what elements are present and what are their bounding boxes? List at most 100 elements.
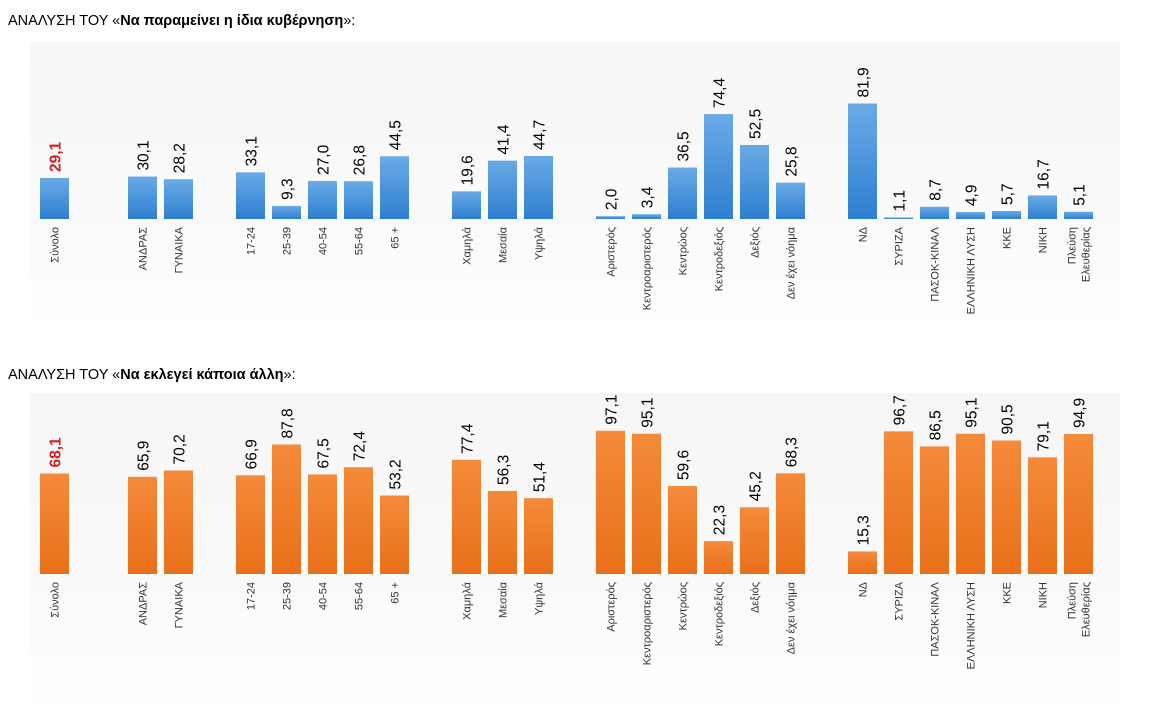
value-label-υψηλά: 44,7: [532, 120, 549, 150]
bar-σύνολο: [40, 473, 69, 574]
value-label-25-39: 9,3: [280, 178, 297, 200]
value-label-ελληνικη-λυση: 4,9: [964, 185, 981, 207]
bar-κεντροδεξιός: [704, 541, 733, 574]
value-label-νικη: 79,1: [1036, 421, 1053, 451]
value-label-χαμηλά: 19,6: [460, 155, 477, 185]
category-label-δεν-έχει-νόημα: Δεν έχει νόημα: [786, 581, 798, 654]
bar-αριστερός: [596, 430, 625, 574]
bar-55-64: [344, 181, 373, 219]
value-label-μεσαία: 41,4: [496, 124, 513, 155]
category-label-γυναικα: ΓΥΝΑΙΚΑ: [174, 226, 186, 273]
bar-χαμηλά: [452, 459, 481, 574]
bar-συριζα: [884, 217, 913, 219]
value-label-γυναικα: 70,2: [172, 434, 189, 464]
value-label-65: 53,2: [388, 459, 405, 489]
category-label-αριστερός: Αριστερός: [606, 582, 618, 632]
bar-17-24: [236, 172, 265, 219]
category-label-55-64: 55-64: [354, 582, 366, 610]
value-label-40-54: 67,5: [316, 438, 333, 468]
category-label-55-64: 55-64: [354, 227, 366, 255]
bar-γυναικα: [164, 470, 193, 574]
category-label-δεξιός: Δεξιός: [750, 227, 762, 258]
value-label-κκε: 5,7: [1000, 183, 1017, 205]
category-label-νικη: ΝΙΚΗ: [1038, 582, 1050, 608]
value-label-55-64: 26,8: [352, 145, 369, 175]
value-label-ανδρας: 30,1: [136, 140, 153, 170]
category-label-κεντρώος: Κεντρώος: [678, 227, 690, 275]
bar-ελληνικη-λυση: [956, 433, 985, 574]
category-label-25-39: 25-39: [282, 227, 294, 255]
bar-κεντρώος: [668, 486, 697, 574]
category-label-μεσαία: Μεσαία: [498, 226, 510, 263]
category-label-κκε: ΚΚΕ: [1002, 227, 1014, 249]
category-label-χαμηλά: Χαμηλά: [462, 581, 474, 619]
value-label-πασοκ-κιναλ: 8,7: [928, 179, 945, 201]
category-label-πασοκ-κιναλ: ΠΑΣΟΚ-ΚΙΝΑΛ: [930, 581, 942, 656]
category-label-συριζα: ΣΥΡΙΖΑ: [894, 226, 906, 265]
bar-νδ: [848, 551, 877, 574]
bar-δεξιός: [740, 144, 769, 219]
category-label-κεντροδεξιός: Κεντροδεξιός: [714, 582, 726, 646]
bar-νικη: [1028, 457, 1057, 574]
category-label-25-39: 25-39: [282, 582, 294, 610]
value-label-αριστερός: 2,0: [604, 188, 621, 210]
bar-κεντροαριστερός: [632, 214, 661, 219]
bar-25-39: [272, 205, 301, 219]
category-label-κεντροαριστερός: Κεντροαριστερός: [642, 582, 654, 665]
category-label-40-54: 40-54: [318, 582, 330, 610]
category-label-65: 65 +: [390, 227, 402, 249]
value-label-κεντρώος: 36,5: [676, 131, 693, 161]
bar-γυναικα: [164, 179, 193, 219]
bar-υψηλά: [524, 155, 553, 219]
value-label-νδ: 81,9: [856, 67, 873, 97]
bar-χαμηλά: [452, 191, 481, 219]
value-label-συριζα: 1,1: [892, 190, 909, 212]
category-label-υψηλά: Υψηλά: [534, 226, 546, 260]
value-label-υψηλά: 51,4: [532, 462, 549, 493]
bar-55-64: [344, 467, 373, 574]
category-label-ελληνικη-λυση: ΕΛΛΗΝΙΚΗ ΛΥΣΗ: [966, 227, 978, 314]
bar-ανδρας: [128, 476, 157, 574]
value-label-65: 44,5: [388, 120, 405, 150]
category-label-κεντροαριστερός: Κεντροαριστερός: [642, 227, 654, 310]
category-label-δεν-έχει-νόημα: Δεν έχει νόημα: [786, 226, 798, 299]
value-label-αριστερός: 97,1: [604, 395, 621, 425]
category-label-65: 65 +: [390, 582, 402, 604]
category-label-αριστερός: Αριστερός: [606, 227, 618, 277]
bar-πλεύση-ελευθερίας: [1064, 434, 1093, 574]
bar-κεντροαριστερός: [632, 433, 661, 574]
value-label-55-64: 72,4: [352, 431, 369, 462]
bar-δεξιός: [740, 507, 769, 574]
value-label-πασοκ-κιναλ: 86,5: [928, 410, 945, 440]
value-label-νδ: 15,3: [856, 515, 873, 545]
category-label-κκε: ΚΚΕ: [1002, 582, 1014, 604]
bar-chart-change: 68,1 Σύνολο 65,9 ΑΝΔΡΑΣ 70,2 ΓΥΝΑΙΚΑ 66,9 17-24…: [30, 393, 1120, 711]
bar-σύνολο: [40, 177, 69, 219]
category-label-γυναικα: ΓΥΝΑΙΚΑ: [174, 581, 186, 628]
category-label-σύνολο: Σύνολο: [50, 582, 62, 618]
bar-πλεύση-ελευθερίας: [1064, 211, 1093, 219]
bar-65: [380, 495, 409, 574]
value-label-δεξιός: 52,5: [748, 109, 765, 139]
bar-25-39: [272, 444, 301, 574]
bar-μεσαία: [488, 160, 517, 219]
bar-κεντρώος: [668, 167, 697, 219]
value-label-κεντροαριστερός: 3,4: [640, 186, 657, 208]
category-label-χαμηλά: Χαμηλά: [462, 226, 474, 264]
category-label-κεντρώος: Κεντρώος: [678, 582, 690, 630]
bar-ελληνικη-λυση: [956, 212, 985, 219]
category-label-σύνολο: Σύνολο: [50, 227, 62, 263]
bar-40-54: [308, 474, 337, 574]
bar-κκε: [992, 210, 1021, 219]
bar-κεντροδεξιός: [704, 114, 733, 219]
value-label-κκε: 90,5: [1000, 404, 1017, 434]
value-label-κεντροδεξιός: 74,4: [712, 78, 729, 109]
bar-αριστερός: [596, 216, 625, 219]
bar-17-24: [236, 475, 265, 574]
value-label-πλεύση-ελευθερίας: 5,1: [1072, 184, 1089, 206]
bar-chart-stay: 29,1 Σύνολο 30,1 ΑΝΔΡΑΣ 28,2 ΓΥΝΑΙΚΑ 33,1 17-24…: [30, 42, 1120, 330]
value-label-γυναικα: 28,2: [172, 143, 189, 173]
category-label-δεξιός: Δεξιός: [750, 582, 762, 613]
category-label-πλεύση-ελευθερίας: Πλεύση Ελευθερίας: [1067, 227, 1093, 282]
value-label-25-39: 87,8: [280, 408, 297, 438]
